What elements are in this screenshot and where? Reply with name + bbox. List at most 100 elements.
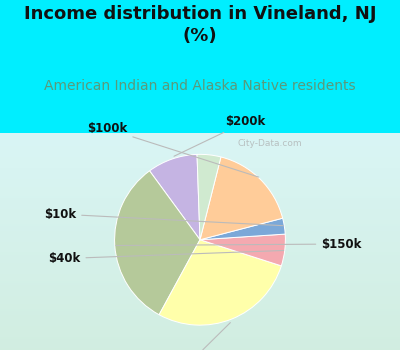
- Bar: [0, 231, 400, 233]
- Bar: [0, 248, 400, 250]
- Bar: [0, 341, 400, 343]
- Bar: [0, 278, 400, 281]
- Bar: [0, 157, 400, 159]
- Bar: [0, 146, 400, 148]
- Wedge shape: [150, 154, 200, 240]
- Bar: [0, 254, 400, 257]
- Bar: [0, 294, 400, 296]
- Bar: [0, 194, 400, 196]
- Bar: [0, 226, 400, 229]
- Bar: [0, 211, 400, 213]
- Bar: [0, 337, 400, 339]
- Bar: [0, 265, 400, 267]
- Bar: [0, 307, 400, 309]
- Bar: [0, 183, 400, 185]
- Bar: [0, 176, 400, 178]
- Bar: [0, 196, 400, 198]
- Bar: [0, 168, 400, 170]
- Bar: [0, 189, 400, 191]
- Text: Income distribution in Vineland, NJ
(%): Income distribution in Vineland, NJ (%): [24, 5, 376, 46]
- Bar: [0, 311, 400, 313]
- Wedge shape: [115, 171, 200, 315]
- Bar: [0, 233, 400, 235]
- Bar: [0, 252, 400, 254]
- Bar: [0, 270, 400, 272]
- Bar: [0, 292, 400, 294]
- Wedge shape: [197, 154, 221, 240]
- Wedge shape: [159, 240, 281, 325]
- Bar: [0, 304, 400, 307]
- Text: American Indian and Alaska Native residents: American Indian and Alaska Native reside…: [44, 79, 356, 93]
- Bar: [0, 287, 400, 289]
- Bar: [0, 276, 400, 278]
- Bar: [0, 315, 400, 317]
- Wedge shape: [200, 234, 285, 266]
- Bar: [0, 285, 400, 287]
- Bar: [0, 224, 400, 226]
- Bar: [0, 317, 400, 320]
- Bar: [0, 346, 400, 348]
- Bar: [0, 209, 400, 211]
- Bar: [0, 259, 400, 261]
- Bar: [0, 298, 400, 300]
- Bar: [0, 178, 400, 181]
- Bar: [0, 163, 400, 166]
- Text: $75k: $75k: [175, 323, 230, 350]
- Bar: [0, 246, 400, 248]
- Bar: [0, 218, 400, 220]
- Bar: [0, 216, 400, 218]
- Bar: [0, 170, 400, 172]
- Bar: [0, 302, 400, 304]
- Bar: [0, 148, 400, 150]
- Bar: [0, 140, 400, 142]
- Bar: [0, 166, 400, 168]
- Bar: [0, 328, 400, 330]
- Text: $200k: $200k: [174, 116, 266, 156]
- Bar: [0, 213, 400, 216]
- Bar: [0, 257, 400, 259]
- Bar: [0, 348, 400, 350]
- Bar: [0, 237, 400, 239]
- Bar: [0, 172, 400, 174]
- Bar: [0, 155, 400, 157]
- Bar: [0, 300, 400, 302]
- Bar: [0, 309, 400, 311]
- Bar: [0, 244, 400, 246]
- Text: $100k: $100k: [87, 122, 259, 177]
- Bar: [0, 202, 400, 205]
- Bar: [0, 153, 400, 155]
- Text: $10k: $10k: [44, 208, 283, 226]
- Bar: [0, 135, 400, 137]
- Wedge shape: [200, 157, 283, 240]
- Bar: [0, 229, 400, 231]
- Bar: [0, 150, 400, 153]
- Bar: [0, 263, 400, 265]
- Bar: [0, 207, 400, 209]
- Bar: [0, 161, 400, 163]
- Bar: [0, 133, 400, 135]
- Bar: [0, 343, 400, 346]
- Bar: [0, 222, 400, 224]
- Bar: [0, 250, 400, 252]
- Bar: [0, 198, 400, 200]
- Bar: [0, 296, 400, 298]
- Bar: [0, 137, 400, 140]
- Bar: [0, 281, 400, 283]
- Bar: [0, 274, 400, 276]
- Bar: [0, 322, 400, 324]
- Bar: [0, 272, 400, 274]
- Bar: [0, 241, 400, 244]
- Bar: [0, 332, 400, 335]
- Bar: [0, 174, 400, 176]
- Bar: [0, 191, 400, 194]
- Bar: [0, 324, 400, 326]
- Text: $150k: $150k: [116, 238, 362, 251]
- Bar: [0, 335, 400, 337]
- Bar: [0, 283, 400, 285]
- Bar: [0, 159, 400, 161]
- Wedge shape: [200, 218, 285, 240]
- Text: $40k: $40k: [48, 251, 284, 265]
- Bar: [0, 239, 400, 241]
- Bar: [0, 187, 400, 189]
- Bar: [0, 142, 400, 144]
